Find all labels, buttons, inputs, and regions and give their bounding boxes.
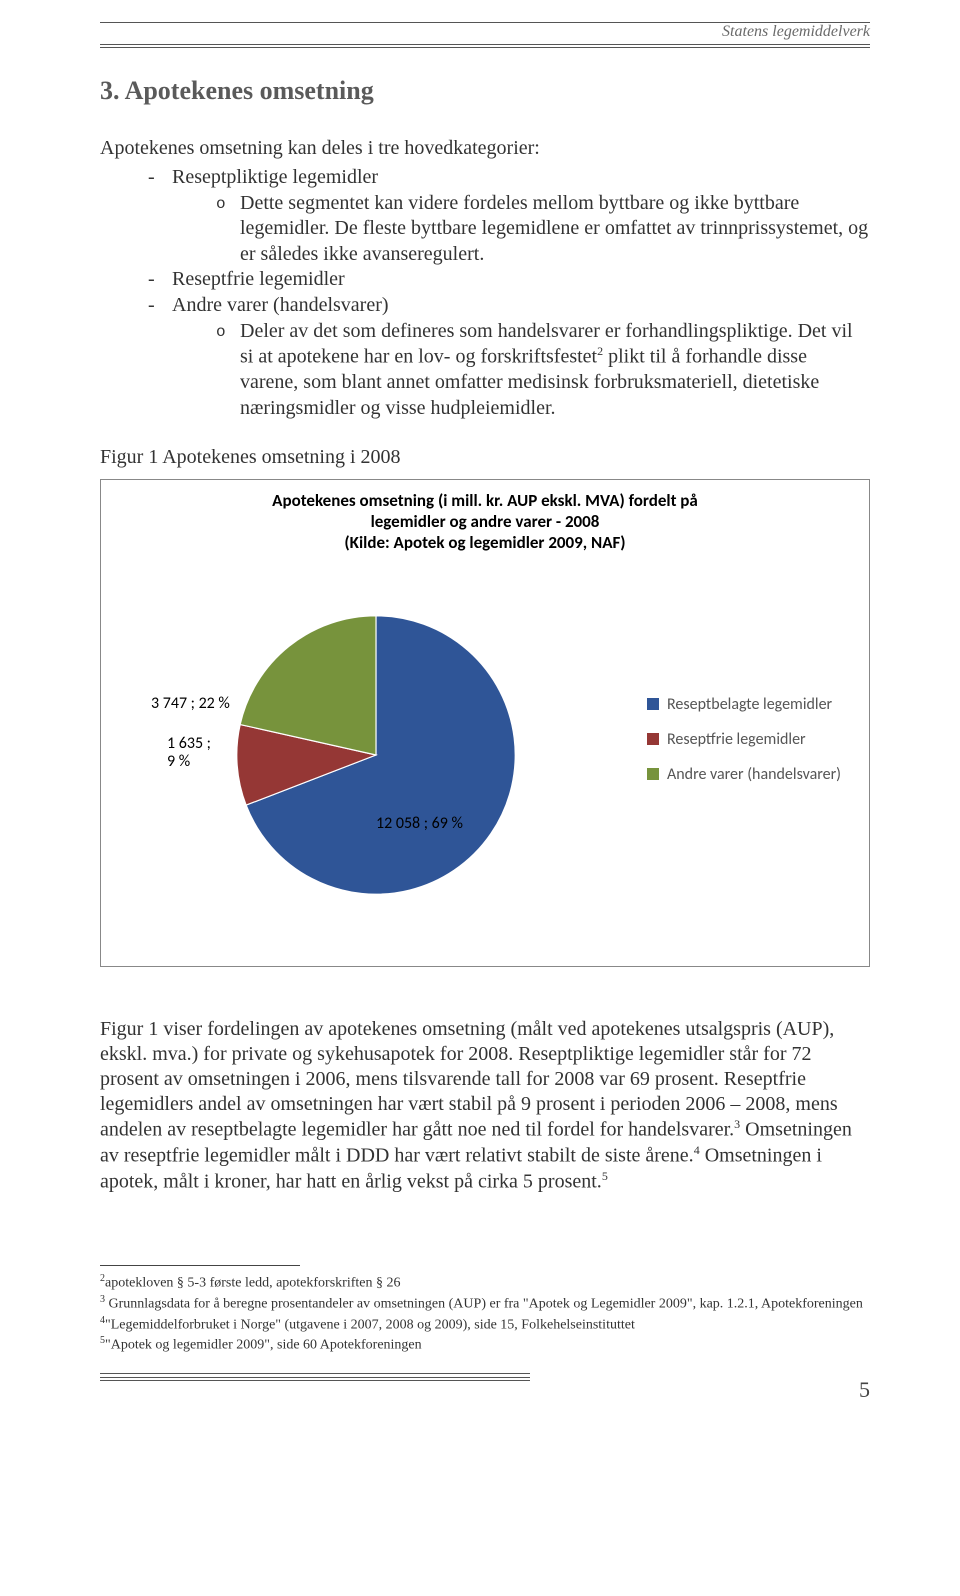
list-subtext: Dette segmentet kan videre fordeles mell… xyxy=(240,192,868,265)
legend-label: Reseptbelagte legemidler xyxy=(667,695,832,714)
footnote: 3 Grunnlagsdata for å beregne prosentand… xyxy=(100,1293,870,1314)
legend-swatch xyxy=(647,698,659,710)
list-subitem: Dette segmentet kan videre fordeles mell… xyxy=(216,191,870,268)
figure-caption: Figur 1 Apotekenes omsetning i 2008 xyxy=(100,446,870,469)
footnote: 5"Apotek og legemidler 2009", side 60 Ap… xyxy=(100,1334,870,1355)
footnote: 2apotekloven § 5-3 første ledd, apotekfo… xyxy=(100,1272,870,1293)
chart-title-line: Apotekenes omsetning (i mill. kr. AUP ek… xyxy=(272,490,698,511)
page-number: 5 xyxy=(859,1377,870,1403)
chart-title: Apotekenes omsetning (i mill. kr. AUP ek… xyxy=(101,480,869,558)
legend-item: Reseptbelagte legemidler xyxy=(647,695,841,714)
list-label: Reseptfrie legemidler xyxy=(172,268,345,290)
body-paragraph: Figur 1 viser fordelingen av apotekenes … xyxy=(100,1017,870,1195)
footer-rule xyxy=(100,1373,530,1374)
chart-legend: Reseptbelagte legemidler Reseptfrie lege… xyxy=(647,695,841,800)
pie-graphic xyxy=(231,610,521,900)
body-text: Figur 1 viser fordelingen av apotekenes … xyxy=(100,1018,838,1141)
header-rule xyxy=(100,44,870,45)
footer-rule xyxy=(100,1380,530,1381)
list-item: Reseptfrie legemidler xyxy=(148,267,870,293)
list-subitem: Deler av det som defineres som handelsva… xyxy=(216,319,870,422)
legend-item: Andre varer (handelsvarer) xyxy=(647,765,841,784)
list-item: Reseptpliktige legemidler Dette segmente… xyxy=(148,165,870,267)
legend-swatch xyxy=(647,733,659,745)
intro-text: Apotekenes omsetning kan deles i tre hov… xyxy=(100,136,870,161)
pie-chart: Apotekenes omsetning (i mill. kr. AUP ek… xyxy=(100,479,870,967)
section-heading: 3. Apotekenes omsetning xyxy=(100,76,870,106)
category-list: Reseptpliktige legemidler Dette segmente… xyxy=(100,165,870,422)
list-item: Andre varer (handelsvarer) Deler av det … xyxy=(148,293,870,422)
legend-swatch xyxy=(647,768,659,780)
legend-label: Andre varer (handelsvarer) xyxy=(667,765,841,784)
page-header: Statens legemiddelverk xyxy=(100,22,870,48)
legend-item: Reseptfrie legemidler xyxy=(647,730,841,749)
footnote-rule xyxy=(100,1265,300,1266)
pie-slice-label: 12 058 ; 69 % xyxy=(376,815,463,833)
header-rule xyxy=(100,47,870,48)
list-label: Andre varer (handelsvarer) xyxy=(172,294,389,316)
chart-title-line: legemidler og andre varer - 2008 xyxy=(371,511,600,532)
footnote: 4"Legemiddelforbruket i Norge" (utgavene… xyxy=(100,1314,870,1335)
pie-slice-label: 3 747 ; 22 % xyxy=(151,695,230,713)
list-label: Reseptpliktige legemidler xyxy=(172,166,378,188)
header-org: Statens legemiddelverk xyxy=(100,23,870,41)
footnote-ref: 5 xyxy=(602,1169,608,1183)
footer-rule xyxy=(100,1377,530,1378)
pie-slice-label: 1 635 ; 9 % xyxy=(167,735,211,772)
legend-label: Reseptfrie legemidler xyxy=(667,730,806,749)
chart-title-line: (Kilde: Apotek og legemidler 2009, NAF) xyxy=(344,532,625,553)
footer-rules xyxy=(100,1373,530,1381)
footnotes: 2apotekloven § 5-3 første ledd, apotekfo… xyxy=(100,1265,870,1355)
